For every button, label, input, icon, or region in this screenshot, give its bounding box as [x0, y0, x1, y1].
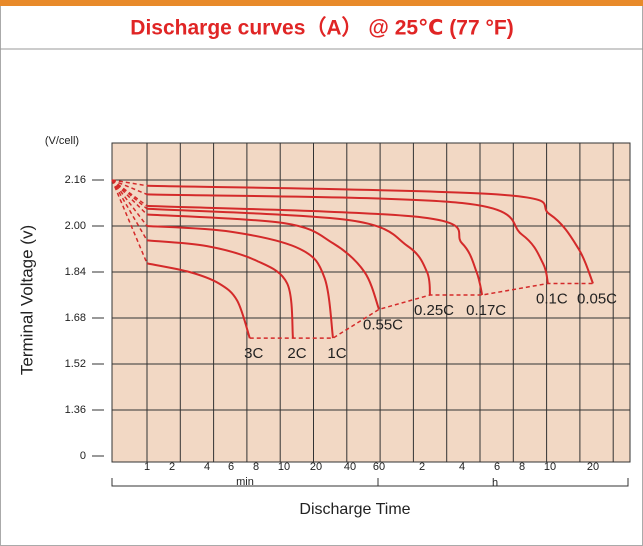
y-tick-label: 1.36	[65, 404, 86, 416]
discharge-curve	[146, 184, 594, 284]
x-tick-label: 6	[494, 461, 500, 473]
series-label: 0.1C	[536, 290, 568, 307]
x-tick-label: 10	[278, 461, 290, 473]
lead-line	[111, 179, 148, 207]
chart-title: Discharge curves（A） @ 25℃ (77 °F)	[130, 16, 513, 40]
lead-line	[111, 179, 148, 196]
y-unit: (V/cell)	[45, 135, 79, 147]
x-tick-label: 4	[204, 461, 210, 473]
x-tick-label: 10	[544, 461, 556, 473]
y-axis-label: Terminal Voltage (v)	[17, 225, 36, 375]
discharge-curve	[146, 213, 380, 310]
cutoff-line	[249, 282, 593, 339]
x-tick-label: 1	[144, 461, 150, 473]
lead-line	[111, 179, 148, 227]
series-label: 0.17C	[466, 302, 506, 319]
y-tick-label: 1.52	[65, 358, 86, 370]
discharge-curve	[146, 204, 484, 296]
x-tick-label: 6	[228, 461, 234, 473]
x-tick-label: 20	[310, 461, 322, 473]
discharge-curve	[146, 207, 431, 296]
x-tick-label: 40	[344, 461, 356, 473]
y-tick-label: 1.84	[65, 266, 86, 278]
lead-line	[111, 179, 148, 264]
x-tick-label: 8	[519, 461, 525, 473]
x-group-label: min	[236, 476, 254, 488]
y-tick-label: 0	[80, 450, 86, 462]
series-label: 0.05C	[577, 290, 617, 307]
group-bracket	[111, 478, 629, 487]
discharge-curve	[146, 193, 549, 284]
discharge-curve	[146, 262, 251, 339]
series-label: 1C	[327, 345, 346, 362]
x-group-label: h	[492, 477, 498, 489]
x-axis-label: Discharge Time	[299, 501, 410, 518]
x-tick-label: 2	[419, 461, 425, 473]
x-tick-label: 8	[253, 461, 259, 473]
discharge-curve	[146, 239, 294, 339]
series-label: 0.25C	[414, 302, 454, 319]
series-label: 0.55C	[363, 316, 403, 333]
discharge-curve	[146, 225, 334, 339]
x-tick-label: 60	[373, 461, 385, 473]
series-label: 3C	[244, 345, 263, 362]
x-tick-label: 4	[459, 461, 465, 473]
y-tick-label: 1.68	[65, 312, 86, 324]
y-tick-label: 2.00	[65, 220, 86, 232]
x-tick-label: 20	[587, 461, 599, 473]
y-tick-label: 2.16	[65, 174, 86, 186]
series-label: 2C	[287, 345, 306, 362]
top-bar	[0, 0, 643, 6]
lead-line	[111, 179, 148, 241]
lead-line	[111, 179, 148, 187]
x-tick-label: 2	[169, 461, 175, 473]
